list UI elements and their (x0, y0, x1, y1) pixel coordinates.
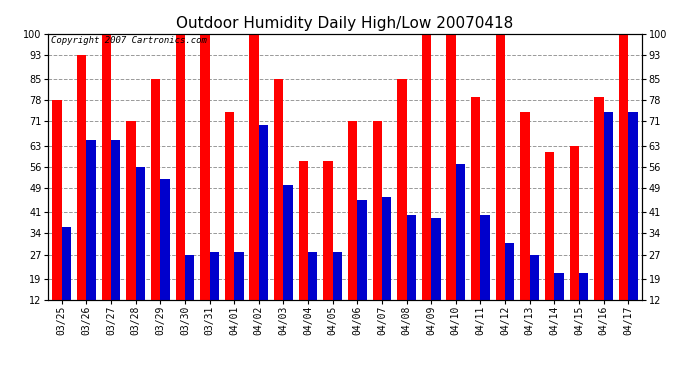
Bar (422, 34, 431, 336)
Bar (210, 252, 219, 336)
Bar (299, 161, 308, 336)
Text: Copyright 2007 Cartronics.com: Copyright 2007 Cartronics.com (51, 36, 207, 45)
Bar (151, 79, 160, 336)
Bar (594, 97, 604, 336)
Bar (406, 215, 416, 336)
Bar (348, 122, 357, 336)
Bar (324, 161, 333, 336)
Bar (495, 34, 505, 336)
Bar (520, 112, 530, 336)
Bar (250, 34, 259, 336)
Bar (333, 252, 342, 336)
Bar (200, 34, 210, 336)
Bar (397, 79, 406, 336)
Bar (604, 112, 613, 336)
Bar (136, 167, 145, 336)
Bar (77, 55, 86, 336)
Bar (62, 227, 71, 336)
Bar (160, 179, 170, 336)
Bar (284, 185, 293, 336)
Title: Outdoor Humidity Daily High/Low 20070418: Outdoor Humidity Daily High/Low 20070418 (177, 16, 513, 31)
Bar (111, 140, 121, 336)
Bar (530, 255, 539, 336)
Bar (234, 252, 244, 336)
Bar (446, 34, 456, 336)
Bar (274, 79, 284, 336)
Bar (569, 146, 579, 336)
Bar (357, 200, 366, 336)
Bar (185, 255, 195, 336)
Bar (554, 273, 564, 336)
Bar (225, 112, 234, 336)
Bar (456, 164, 465, 336)
Bar (373, 122, 382, 336)
Bar (480, 215, 490, 336)
Bar (86, 140, 96, 336)
Bar (101, 34, 111, 336)
Bar (628, 112, 638, 336)
Bar (545, 152, 554, 336)
Bar (259, 124, 268, 336)
Bar (52, 100, 62, 336)
Bar (175, 34, 185, 336)
Bar (471, 97, 480, 336)
Bar (505, 243, 515, 336)
Bar (619, 34, 628, 336)
Bar (431, 218, 440, 336)
Bar (126, 122, 136, 336)
Bar (579, 273, 589, 336)
Bar (308, 252, 317, 336)
Bar (382, 197, 391, 336)
